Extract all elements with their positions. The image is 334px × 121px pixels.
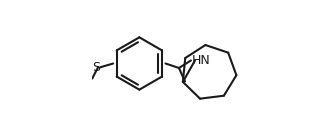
Text: S: S <box>92 61 100 74</box>
Text: HN: HN <box>192 54 210 67</box>
